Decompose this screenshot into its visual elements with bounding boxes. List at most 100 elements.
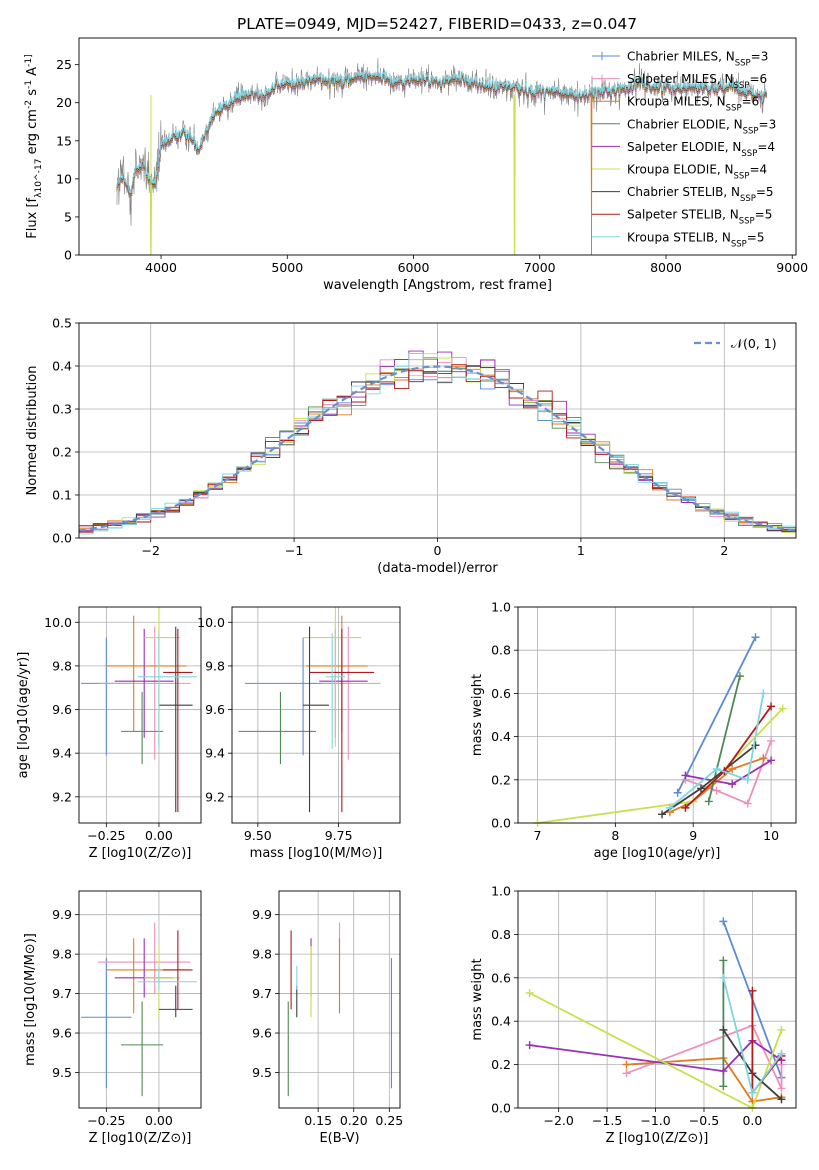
weight-marker (681, 803, 690, 812)
weight-marker (777, 1095, 786, 1104)
y-tick-label: 9.5 (52, 1065, 72, 1080)
weight-marker (658, 810, 667, 819)
age-weights-axes: 7 8 9 10 0.0 0.2 0.4 0.6 0.8 1.0 (491, 600, 796, 843)
y-tick-label: 0.3 (52, 402, 72, 417)
legend-label-chabrier-elodie: Chabrier ELODIE, NSSP=3 (627, 117, 776, 136)
z-vs-age-x-axis-label: Z [log10(Z/Z⊙)] (89, 846, 192, 861)
y-tick-label: 9.9 (252, 907, 272, 922)
weight-marker (719, 956, 728, 965)
weight-marker (767, 756, 776, 765)
y-tick-label: 25 (56, 57, 72, 72)
x-tick-label: 8 (611, 828, 619, 843)
axes-frame (517, 606, 797, 824)
y-tick-label: 10 (56, 171, 72, 186)
weight-line-chabrier-miles (676, 636, 757, 794)
mass-vs-age-x-axis-label: mass [log10(M/M⊙)] (250, 846, 383, 861)
legend-label-salpeter-miles: Salpeter MILES, NSSP=6 (627, 72, 767, 91)
weight-marker (767, 702, 776, 711)
y-tick-label: 10.0 (44, 615, 72, 630)
axes-frame (78, 606, 202, 824)
y-tick-label: 0.6 (491, 686, 511, 701)
ebv-vs-mass-axes: 0.15 0.20 0.25 9.5 9.6 9.7 9.8 9.9 (252, 891, 403, 1128)
weight-marker (743, 775, 752, 784)
errorbar-kroupa-miles (106, 615, 187, 732)
weight-marker (777, 1025, 786, 1034)
mass-vs-age-axes: 9.50 9.75 9.2 9.4 9.6 9.8 10.0 (197, 607, 400, 843)
z-weights-axes: −2.0 −1.5 −1.0 −0.5 0.0 0.0 0.2 0.4 0.6 0.8 1.0 (491, 884, 796, 1128)
y-tick-label: 9.6 (52, 702, 72, 717)
y-tick-label: 1.0 (491, 600, 511, 615)
axes-frame (78, 322, 797, 539)
weight-marker (778, 704, 787, 713)
residuals-y-axis-label: Normed distribution (25, 366, 40, 496)
residuals-axes: −2 −1 0 1 2 0.0 0.1 0.2 0.3 0.4 0.5 (52, 316, 796, 558)
y-tick-label: 9.4 (52, 746, 72, 761)
x-tick-label: 1 (577, 543, 585, 558)
y-tick-label: 9.9 (52, 907, 72, 922)
y-tick-label: 9.2 (205, 789, 225, 804)
x-tick-label: 9.50 (244, 828, 272, 843)
x-tick-label: 0.15 (304, 1113, 332, 1128)
errorbar-chabrier-stelib (158, 626, 193, 813)
weight-marker (735, 672, 744, 681)
z-vs-age-y-axis-label: age [log10(age/yr)] (16, 652, 31, 779)
y-tick-label: 0.5 (52, 316, 72, 331)
errorbar-chabrier-elodie (238, 692, 316, 765)
x-tick-label: 6000 (398, 260, 430, 275)
x-tick-label: 9 (689, 828, 697, 843)
x-tick-label: 0.00 (145, 1113, 173, 1128)
y-tick-label: 20 (56, 95, 72, 110)
y-tick-label: 9.7 (52, 986, 72, 1001)
y-tick-label: 9.2 (52, 789, 72, 804)
weight-marker (777, 1084, 786, 1093)
errorbar-kroupa-stelib (137, 965, 197, 990)
weight-marker (767, 736, 776, 745)
weight-marker (728, 765, 737, 773)
x-tick-label: 8000 (650, 260, 682, 275)
spectrum-x-axis-label: wavelength [Angstrom, rest frame] (323, 278, 552, 293)
y-tick-label: 9.8 (252, 947, 272, 962)
errorbar-kroupa-miles (306, 615, 368, 732)
axes-frame (231, 606, 401, 824)
spectrum-y-axis-label: Flux [fλ10^-17​ erg cm-2​ s-1​ A-1]​ (24, 54, 44, 238)
residuals-x-axis-label: (data-model)/error (377, 561, 498, 576)
weight-marker (751, 741, 760, 750)
x-tick-label: −0.25 (87, 1113, 125, 1128)
x-tick-label: 0.0 (742, 1113, 762, 1128)
weight-marker (759, 689, 768, 698)
weight-line-kroupa-elodie (537, 707, 784, 823)
legend-label-kroupa-stelib: Kroupa STELIB, NSSP=5 (627, 230, 765, 249)
z-vs-mass-x-axis-label: Z [log10(Z/Z⊙)] (89, 1131, 192, 1146)
y-tick-label: 0.2 (491, 1057, 511, 1072)
y-tick-label: 0.1 (52, 488, 72, 503)
y-tick-label: 9.8 (52, 947, 72, 962)
weight-marker (748, 986, 757, 995)
errorbar-salpeter-miles (322, 626, 381, 760)
y-tick-label: 9.5 (252, 1065, 272, 1080)
errorbar-salpeter-stelib (309, 628, 375, 813)
x-tick-label: 9.75 (325, 828, 353, 843)
x-tick-label: 0.20 (340, 1113, 368, 1128)
x-tick-label: 9000 (776, 260, 808, 275)
x-tick-label: 5000 (271, 260, 303, 275)
y-tick-label: 0.8 (491, 643, 511, 658)
age-weights-y-axis-label: mass weight (470, 674, 485, 756)
weight-line-kroupa-miles (626, 1057, 782, 1103)
legend-label-kroupa-miles: Kroupa MILES, NSSP=6 (627, 95, 759, 114)
x-tick-label: −2 (141, 543, 159, 558)
weight-marker (728, 780, 737, 789)
x-tick-label: −1 (285, 543, 303, 558)
y-tick-label: 9.8 (52, 658, 72, 673)
weight-marker (719, 1082, 728, 1091)
weight-line-kroupa-elodie (529, 992, 783, 1108)
x-tick-label: 4000 (145, 260, 177, 275)
y-tick-label: 9.6 (252, 1026, 272, 1041)
errorbar-salpeter-stelib (163, 930, 193, 1010)
errorbar-chabrier-stelib (158, 985, 193, 1018)
y-tick-label: 0.2 (491, 772, 511, 787)
weight-marker (696, 784, 705, 793)
y-tick-label: 10.0 (197, 615, 225, 630)
figure-title: PLATE=0949, MJD=52427, FIBERID=0433, z=0… (237, 15, 637, 33)
x-tick-label: 7 (533, 828, 541, 843)
x-tick-label: 0.00 (145, 828, 173, 843)
